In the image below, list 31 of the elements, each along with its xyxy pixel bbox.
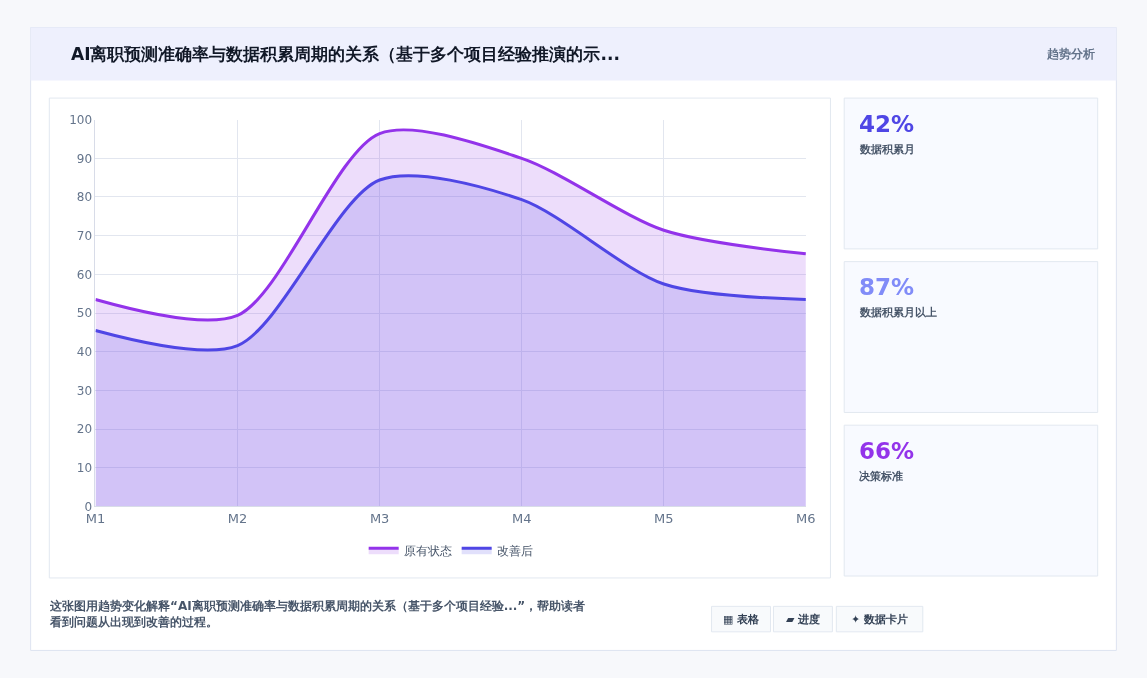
text: 决策标准	[859, 470, 903, 483]
text: 趋势分析	[1046, 47, 1095, 61]
x-tick-label: M2	[227, 511, 248, 527]
legend-label: 改善后	[496, 544, 533, 559]
x-tick-label: M6	[796, 511, 816, 527]
text: ▰ 进度	[786, 613, 821, 626]
y-tick-label: 60	[76, 267, 93, 282]
y-tick-label: 100	[69, 112, 93, 127]
y-tick-label: 0	[84, 499, 93, 514]
x-tick-label: M4	[511, 511, 532, 527]
chart-title: AI离职预测准确率与数据积累周期的关系（基于多个项目经验推演的示...	[71, 44, 620, 64]
y-tick-label: 90	[76, 151, 93, 166]
x-tick-label: M3	[369, 511, 390, 527]
y-tick-label: 50	[76, 306, 93, 321]
text: ▦ 表格	[723, 613, 761, 626]
text: 数据积累月以上	[859, 306, 937, 319]
y-tick-label: 80	[76, 190, 93, 205]
legend-label: 原有状态	[403, 544, 452, 559]
y-tick-label: 10	[76, 460, 93, 475]
text: 数据积累月	[859, 143, 915, 156]
y-tick-label: 70	[76, 228, 93, 243]
x-tick-label: M1	[85, 511, 106, 527]
text: 42%	[859, 111, 915, 137]
text: 87%	[859, 274, 915, 300]
x-tick-label: M5	[654, 511, 674, 527]
text: 这张图用趋势变化解释“AI离职预测准确率与数据积累周期的关系（基于多个项目经验...”，帮助读者看到问题从出现到改善的过程。	[49, 599, 586, 629]
y-tick-label: 40	[76, 344, 93, 359]
text: ✦ 数据卡片	[851, 613, 909, 626]
y-tick-label: 30	[76, 383, 93, 398]
text: 66%	[859, 438, 915, 464]
y-tick-label: 20	[76, 422, 93, 437]
